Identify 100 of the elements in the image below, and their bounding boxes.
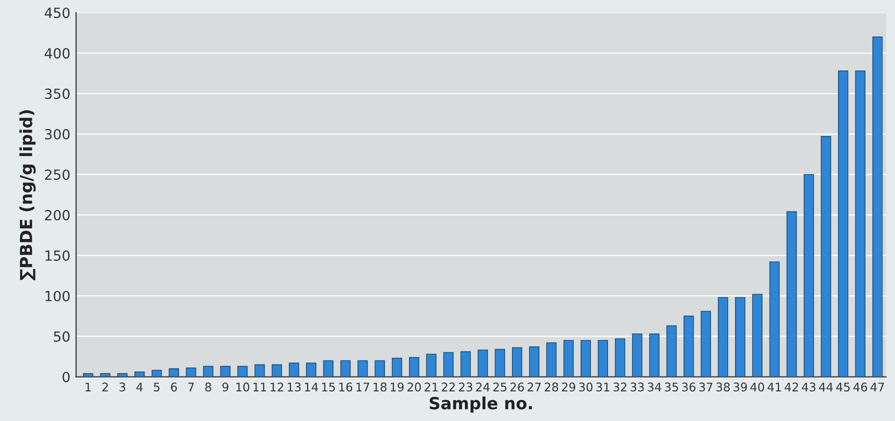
bar: [666, 325, 677, 377]
x-tick-label: 13: [288, 382, 301, 392]
y-tick-label: 0: [62, 372, 70, 382]
bar: [580, 340, 591, 377]
bar: [786, 211, 797, 377]
bar: [374, 360, 385, 377]
bar: [684, 316, 694, 377]
bar: [614, 338, 626, 377]
bar: [563, 340, 574, 377]
x-tick-label: 10: [236, 382, 250, 392]
bar: [408, 356, 420, 377]
bar: [460, 351, 471, 377]
x-tick-label: 27: [528, 382, 541, 392]
y-tick-label: 350: [45, 88, 70, 100]
bar: [100, 373, 110, 377]
y-tick-label: 50: [54, 331, 70, 342]
x-tick-label: 23: [458, 382, 472, 392]
x-tick-label: 26: [510, 382, 524, 392]
bar: [237, 366, 248, 377]
x-tick-label: 24: [476, 382, 490, 392]
y-tick-label: 200: [45, 210, 70, 220]
bar: [134, 372, 145, 377]
x-tick-label: 22: [442, 382, 455, 392]
x-tick-label: 35: [664, 382, 678, 392]
bar: [838, 70, 848, 377]
x-tick-label: 16: [339, 382, 352, 392]
x-tick-label: 44: [819, 382, 833, 392]
bar: [546, 342, 557, 377]
bar: [358, 360, 368, 377]
y-tick-label: 400: [44, 48, 70, 59]
x-tick-label: 8: [205, 382, 212, 392]
x-tick-label: 18: [374, 382, 387, 392]
x-tick-label: 25: [493, 382, 506, 392]
x-tick-label: 12: [270, 382, 284, 392]
x-tick-label: 47: [870, 382, 884, 392]
x-tick-label: 11: [253, 382, 266, 392]
x-tick-label: 28: [544, 382, 558, 392]
x-tick-label: 17: [356, 382, 370, 392]
bar: [168, 368, 180, 377]
bar: [186, 367, 196, 377]
x-tick-label: 4: [136, 382, 143, 392]
bar: [288, 362, 300, 377]
x-tick-label: 43: [802, 382, 816, 392]
x-tick-label: 36: [682, 382, 696, 392]
bar: [872, 36, 883, 377]
bar: [529, 346, 540, 377]
bar: [598, 340, 608, 377]
bar: [152, 370, 162, 377]
y-tick-label: 450: [44, 8, 70, 18]
bar: [323, 360, 334, 377]
y-axis-title: ∑PBDE (ng/g lipid): [19, 110, 36, 280]
x-tick-label: 15: [322, 382, 335, 392]
y-tick-label: 100: [46, 290, 70, 302]
bar: [632, 333, 642, 377]
x-axis-title: Sample no.: [430, 396, 532, 413]
bar: [735, 297, 746, 377]
x-tick-label: 31: [596, 382, 610, 392]
bar: [820, 136, 832, 377]
bar: [855, 70, 866, 377]
x-tick-label: 41: [768, 382, 781, 392]
bar: [117, 373, 128, 377]
x-tick-label: 7: [188, 382, 194, 392]
x-tick-label: 38: [716, 382, 730, 392]
bar: [512, 347, 522, 377]
x-tick-label: 2: [102, 382, 108, 392]
x-tick-label: 46: [853, 382, 868, 392]
x-tick-label: 32: [613, 382, 626, 392]
bar: [700, 310, 712, 377]
x-tick-label: 30: [579, 382, 592, 392]
x-tick-label: 14: [304, 382, 318, 392]
x-tick-label: 29: [562, 382, 576, 392]
bar: [443, 352, 454, 377]
y-tick-label: 300: [45, 128, 70, 140]
x-tick-label: 20: [407, 382, 421, 392]
bar: [254, 364, 265, 377]
x-tick-label: 33: [630, 382, 644, 392]
bar: [203, 366, 214, 377]
bar: [82, 373, 94, 377]
bar: [220, 366, 231, 377]
bar: [306, 362, 316, 377]
bar: [769, 261, 780, 377]
y-tick-label: 150: [46, 250, 70, 261]
x-tick-label: 40: [750, 382, 764, 392]
x-tick-label: 5: [154, 382, 160, 392]
x-tick-label: 42: [784, 382, 798, 392]
bar: [649, 333, 660, 377]
x-tick-label: 3: [120, 382, 126, 392]
y-tick-label: 250: [45, 169, 70, 180]
x-tick-label: 37: [699, 382, 712, 392]
x-tick-label: 39: [734, 382, 747, 392]
x-tick-label: 1: [86, 382, 91, 392]
x-tick-label: 19: [390, 382, 404, 392]
bar: [426, 354, 436, 377]
bar: [392, 358, 402, 377]
bar: [340, 360, 351, 377]
bar: [718, 297, 728, 377]
bar: [272, 364, 282, 377]
bar: [494, 348, 506, 377]
x-tick-label: 45: [836, 382, 850, 392]
x-tick-label: 6: [170, 382, 177, 392]
